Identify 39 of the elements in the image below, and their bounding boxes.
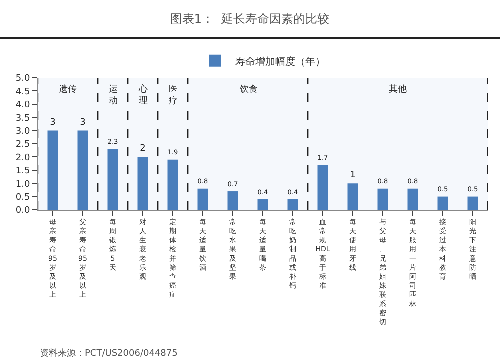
bar xyxy=(468,196,478,210)
bar xyxy=(318,165,328,210)
bar xyxy=(48,130,58,210)
y-tick-label: 4.0 xyxy=(16,100,30,111)
bar xyxy=(108,149,118,210)
bar xyxy=(198,188,208,210)
data-label: 1 xyxy=(350,170,356,181)
bar xyxy=(78,130,88,210)
bar xyxy=(228,192,238,210)
bar xyxy=(288,199,298,210)
band-label: 其他 xyxy=(389,84,407,95)
band-label: 饮食 xyxy=(239,84,258,95)
y-tick-label: 3.0 xyxy=(16,126,30,137)
bar xyxy=(438,196,448,210)
bar xyxy=(168,160,178,210)
bar xyxy=(138,157,148,210)
text: 资料来源：PCT/US2006/044875 xyxy=(40,348,178,359)
y-tick-label: 0.0 xyxy=(16,206,30,216)
chart-title: 图表1： 延长寿命因素的比较 xyxy=(170,12,330,26)
bar xyxy=(258,199,268,210)
y-tick-label: 1.0 xyxy=(16,180,30,190)
legend-label: 寿命增加幅度（年） xyxy=(236,56,326,68)
bar xyxy=(348,184,358,210)
y-tick-label: 2.5 xyxy=(16,140,30,150)
band-label: 医疗 xyxy=(169,84,178,107)
data-label: 3 xyxy=(50,118,56,128)
bar xyxy=(408,188,418,210)
y-tick-label: 3.5 xyxy=(16,114,30,124)
band-label: 运动 xyxy=(109,84,118,107)
y-tick-label: 2.0 xyxy=(16,153,30,164)
band-label: 心理 xyxy=(138,84,148,107)
y-tick-label: 4.5 xyxy=(16,87,30,98)
band-label: 遗传 xyxy=(59,84,77,95)
data-label: 3 xyxy=(80,118,86,128)
y-tick-label: 1.5 xyxy=(16,166,30,177)
bar xyxy=(378,188,388,210)
y-tick-label: 0.5 xyxy=(16,192,30,203)
y-tick-label: 5.0 xyxy=(16,74,30,84)
data-label: 2 xyxy=(140,144,146,154)
